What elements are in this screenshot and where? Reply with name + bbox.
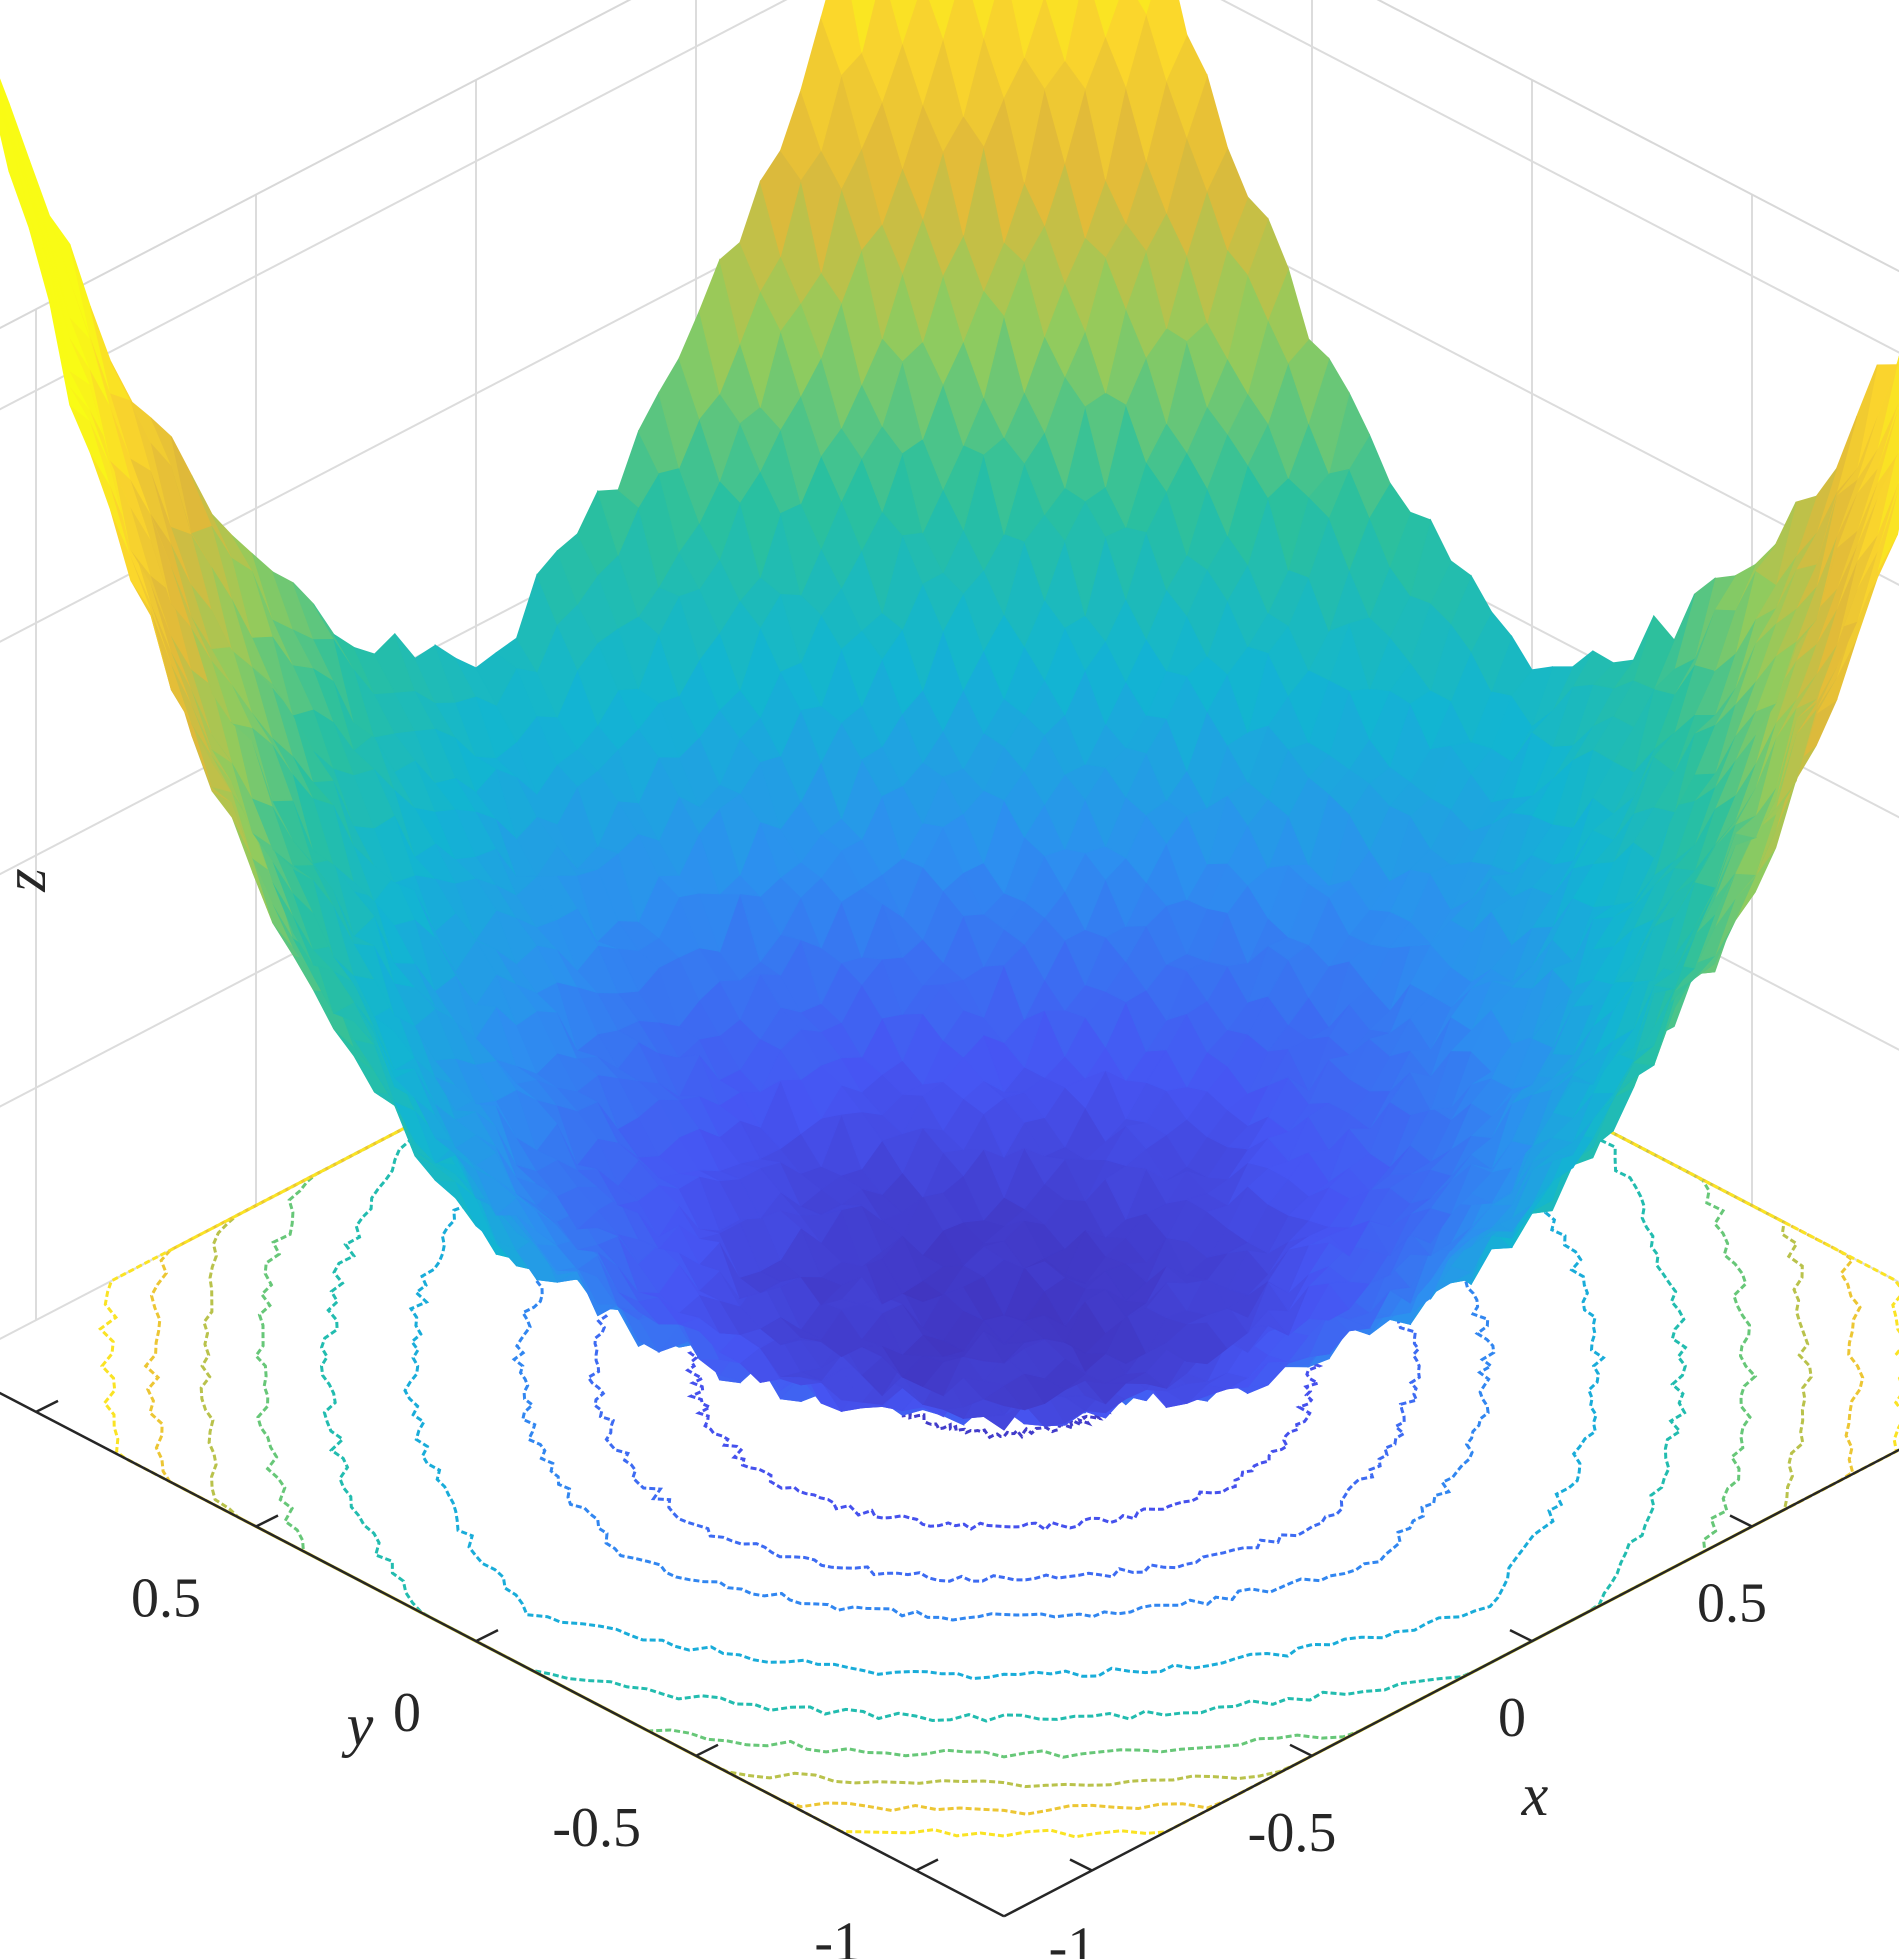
surface-patch	[942, 0, 985, 118]
surface-patch	[1104, 0, 1147, 88]
surface-patch	[861, 0, 904, 103]
x-tick-label: -0.5	[1248, 1802, 1337, 1864]
surface-patch	[901, 0, 944, 106]
x-tick-label: 0.5	[1697, 1573, 1767, 1635]
surface-patch	[972, 0, 995, 39]
x-axis-label: x	[1521, 1762, 1549, 1828]
x-tick-label: 0	[1498, 1687, 1526, 1749]
y-tick-mark	[915, 1858, 939, 1872]
x-tick-mark	[1509, 1629, 1533, 1643]
surface-patch	[1137, 0, 1151, 15]
y-tick-mark	[475, 1629, 499, 1643]
surface-patch	[1145, 0, 1188, 82]
x-tick-mark	[1069, 1858, 1093, 1872]
contour-line	[684, 1199, 1324, 1532]
surface-mesh	[0, 0, 1899, 1431]
y-tick-label: 0	[393, 1682, 421, 1744]
y-tick-mark	[35, 1399, 59, 1413]
y-tick-mark	[695, 1743, 719, 1757]
surface-patch	[1064, 0, 1107, 89]
surface-patch	[1023, 0, 1066, 89]
x-tick-mark	[1729, 1514, 1753, 1528]
axes: -1-0.500.51-1-0.500.5102468	[0, 1391, 1899, 1959]
y-axis-label: y	[341, 1692, 374, 1758]
y-axis-line	[0, 1391, 1005, 1918]
y-tick-label: 0.5	[131, 1568, 201, 1630]
axis-labels: x y z	[0, 868, 1549, 1828]
contour-line	[511, 1109, 1496, 1622]
surface-patch	[820, 0, 863, 76]
box-edge-top-b	[1376, 0, 1899, 273]
box-edge-top-a	[0, 0, 632, 330]
contour-line	[586, 1148, 1421, 1583]
y-tick-label: -0.5	[552, 1797, 641, 1859]
surface-patch	[1045, 0, 1079, 62]
surface-patch	[890, 0, 918, 45]
surface-patch	[1094, 0, 1119, 38]
x-tick-label: -1	[1049, 1916, 1096, 1959]
z-axis-label: z	[0, 868, 58, 892]
surface-patch	[929, 0, 955, 40]
x-tick-mark	[1289, 1743, 1313, 1757]
surface-patch	[851, 0, 876, 53]
y-tick-mark	[255, 1514, 279, 1528]
grid-line-z-back-b	[1220, 0, 1899, 354]
surface-patch	[983, 0, 1025, 99]
x-axis-line	[1003, 1448, 1899, 1918]
grid-line-z-back-a	[0, 0, 788, 411]
y-tick-label: -1	[814, 1911, 861, 1959]
surface-patch	[1011, 0, 1044, 59]
